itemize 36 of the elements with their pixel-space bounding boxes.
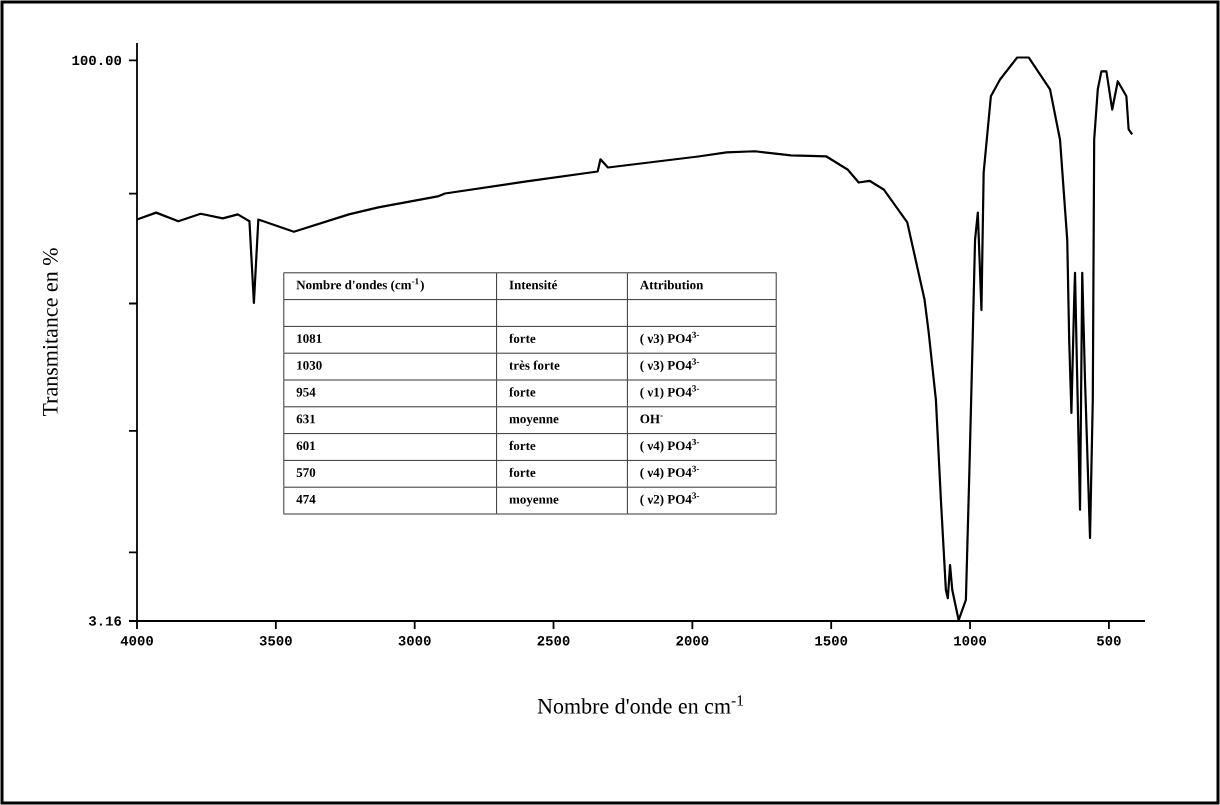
annotation: OH$^{-}$	[640, 414, 663, 424]
x-tick-label: 1500	[815, 636, 848, 646]
annotation: ( ν3) PO4$^{3-}$	[640, 331, 700, 346]
annotation: forte	[509, 333, 536, 343]
annotation: forte	[509, 467, 536, 477]
annotation: 474	[296, 495, 316, 504]
annotation: ( ν1) PO4$^{3-}$	[640, 385, 700, 400]
annotation: ( ν4) PO4$^{3-}$	[640, 438, 700, 453]
annotation: ( ν2) PO4$^{3-}$	[640, 492, 700, 507]
x-tick-label: 2000	[676, 636, 709, 646]
x-tick-label: 1000	[954, 636, 987, 646]
annotation: ( ν4) PO4$^{3-}$	[640, 465, 700, 480]
annotation: Attribution	[639, 280, 704, 290]
annotation: 1081	[297, 334, 322, 343]
annotation: très forte	[509, 360, 560, 370]
annotation: 1030	[297, 360, 322, 370]
y-axis-title: Transmitance en %	[42, 248, 58, 417]
x-axis-title: Nombre d'onde en cm$^{-1}$	[537, 695, 743, 714]
y-tick-label: 3.16	[88, 616, 122, 626]
annotation: 601	[296, 441, 316, 451]
x-tick-label: 500	[1097, 636, 1121, 646]
annotation: forte	[509, 440, 536, 451]
annotation: forte	[509, 387, 536, 397]
annotation: moyenne	[509, 497, 559, 507]
annotation: ( ν3) PO4$^{3-}$	[640, 358, 700, 373]
annotation: Nombre d'ondes (cm$^{-1}$)	[296, 278, 424, 292]
annotation: moyenne	[509, 417, 559, 426]
x-tick-label: 3000	[398, 636, 431, 646]
y-tick-label: 100.00	[72, 55, 122, 66]
annotation: 954	[296, 387, 316, 397]
x-tick-label: 3500	[259, 636, 292, 646]
annotation: 570	[296, 468, 316, 477]
x-tick-label: 2500	[537, 636, 570, 646]
x-tick-label: 4000	[120, 636, 153, 646]
annotation: Intensité	[509, 280, 558, 290]
annotation: 631	[296, 414, 316, 424]
